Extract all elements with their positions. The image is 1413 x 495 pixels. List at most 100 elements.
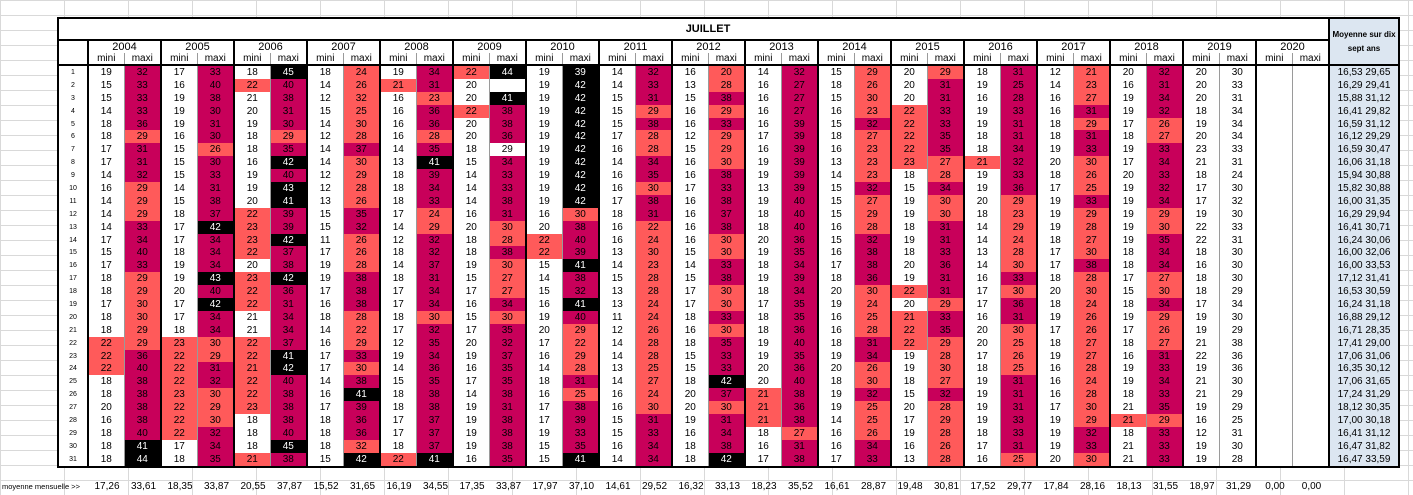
mini-cell: 16 [963,310,1000,324]
maxi-cell: 36 [342,414,380,427]
mini-cell: 18 [671,375,708,389]
mini-cell: 17 [1036,246,1073,260]
mini-cell: 14 [1036,78,1073,92]
mini-cell: 17 [379,323,416,337]
mini-cell: 18 [963,143,1000,157]
maxi-cell: 38 [415,388,453,402]
mini-cell: 16 [671,426,708,440]
mini-cell: 18 [452,246,489,260]
mini-cell: 22 [160,401,197,415]
maxi-cell: 35 [780,349,818,363]
maxi-cell: 45 [269,439,307,453]
maxi-cell: 32 [415,323,453,337]
maxi-cell: 37 [707,388,745,402]
mini-cell: 14 [452,194,489,208]
maxi-cell: 33 [196,65,234,79]
maxi-cell [1291,272,1329,286]
mini-cell: 20 [452,91,489,105]
mini-cell: 19 [890,207,927,221]
mini-cell: 17 [744,130,781,144]
maxi-cell: 40 [780,194,818,208]
mini-cell: 21 [1109,414,1146,427]
maxi-cell: 33 [1072,439,1110,453]
mini-cell: 14 [598,375,635,389]
maxi-cell: 28 [926,452,964,467]
maxi-cell: 33 [1072,194,1110,208]
maxi-cell [1291,349,1329,363]
day-number: 15 [69,249,77,257]
table-row: 9 14 32 15 33 19 40 12 29 18 39 14 33 19 42 16 35 16 38 19 3… [58,169,1399,183]
maxi-cell [1291,362,1329,376]
maxi-cell: 38 [634,117,672,131]
maxi-cell: 37 [488,349,526,363]
maxi-cell: 27 [1072,336,1110,350]
maxi-cell: 29 [707,143,745,157]
mini-cell: 15 [306,104,343,118]
mini-cell: 20 [1182,130,1219,144]
mini-cell: 18 [1036,233,1073,247]
maxi-cell: 28 [926,426,964,440]
day-number: 1 [71,68,75,76]
maxi-cell: 33 [1145,169,1183,183]
day-number: 12 [69,210,77,218]
mini-cell: 14 [379,143,416,157]
maxi-cell [1291,78,1329,92]
maxi-cell: 26 [1145,323,1183,337]
mini-cell: 18 [598,207,635,221]
mini-cell: 18 [379,401,416,415]
maxi-cell: 38 [780,414,818,427]
average-maxi: 29,29 [1365,131,1391,143]
maxi-header: maxi [561,53,599,66]
table-row: 5 18 36 19 31 19 30 14 30 16 36 20 38 19 42 15 38 16 33 16 3… [58,117,1399,131]
maxi-cell: 30 [269,117,307,131]
mini-cell: 19 [890,426,927,440]
monthly-avg-mini: 18,13 [1116,481,1142,492]
mini-cell: 20 [525,220,562,234]
mini-cell: 14 [525,362,562,376]
average-mini: 16,00 [1337,247,1363,259]
mini-cell: 21 [1182,156,1219,170]
mini-cell: 16 [671,65,708,79]
maxi-cell: 36 [780,362,818,376]
maxi-cell: 42 [707,452,745,467]
maxi-cell: 40 [269,375,307,389]
maxi-cell: 36 [1218,349,1256,363]
maxi-cell: 29 [707,130,745,144]
maxi-cell: 25 [853,414,891,427]
maxi-cell: 34 [926,182,964,195]
maxi-cell: 35 [926,130,964,144]
maxi-cell: 33 [196,169,234,183]
maxi-cell: 26 [196,143,234,157]
maxi-cell: 31 [1218,91,1256,105]
mini-cell: 12 [306,169,343,183]
average-maxi: 30,18 [1365,414,1391,426]
average-maxi: 33,53 [1365,260,1391,272]
mini-cell: 13 [963,246,1000,260]
maxi-cell: 33 [853,452,891,467]
mini-cell [1255,207,1292,221]
maxi-cell: 25 [561,388,599,402]
maxi-cell: 36 [123,117,161,131]
maxi-cell: 30 [196,336,234,350]
mini-cell: 18 [233,426,270,440]
mini-header: mini [817,53,854,66]
maxi-cell: 35 [488,323,526,337]
table-row: 26 18 38 23 30 22 38 16 41 18 38 14 38 16 25 16 24 20 37 21… [58,388,1399,402]
mini-cell: 16 [598,220,635,234]
average-mini: 16,47 [1337,453,1363,465]
mini-cell: 20 [452,336,489,350]
mini-cell: 16 [452,452,489,467]
maxi-cell: 26 [342,194,380,208]
mini-cell: 14 [598,78,635,92]
maxi-cell: 29 [1145,414,1183,427]
mini-cell: 19 [1109,104,1146,118]
maxi-cell: 33 [1218,143,1256,157]
table-row: 23 22 36 22 29 22 41 17 33 19 34 19 37 16 29 14 28 15 33 19… [58,349,1399,363]
day-header-blank-2 [58,53,88,66]
maxi-cell: 40 [269,78,307,92]
mini-cell: 16 [1109,349,1146,363]
maxi-cell: 30 [196,414,234,427]
mini-cell: 11 [598,310,635,324]
maxi-cell: 24 [1218,169,1256,183]
